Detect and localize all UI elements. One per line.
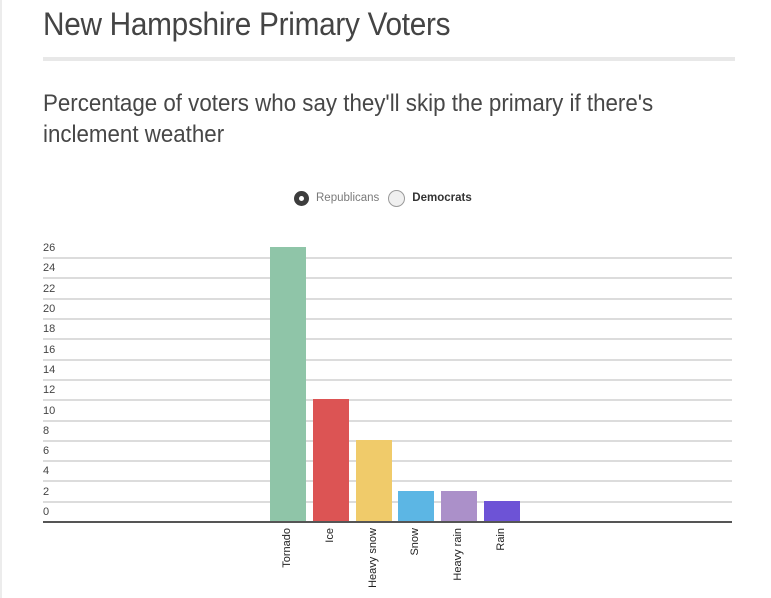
bar-rain[interactable] [484, 500, 520, 521]
gridline [43, 257, 732, 260]
y-tick-label: 4 [43, 465, 50, 478]
x-category-label: Rain [495, 528, 507, 551]
legend-label: Democrats [412, 192, 472, 204]
legend-item-democrats[interactable]: Democrats [388, 189, 472, 207]
bar-tornado[interactable] [270, 246, 306, 521]
y-tick-label: 24 [43, 262, 56, 275]
legend-label: Republicans [316, 192, 380, 204]
x-category-label: Tornado [281, 528, 293, 568]
y-tick-label: 12 [43, 384, 56, 397]
gridline [43, 277, 732, 280]
bar-heavy-snow[interactable] [355, 439, 392, 521]
x-category-label: Ice [323, 528, 336, 543]
y-tick-label: 14 [43, 363, 56, 376]
y-tick-label: 20 [43, 303, 56, 315]
bar-snow[interactable] [398, 490, 435, 521]
x-category-label: Heavy snow [366, 528, 379, 588]
gridline [43, 338, 732, 341]
page-title: New Hampshire Primary Voters [43, 6, 451, 42]
gridline [43, 297, 732, 300]
y-tick-label: 18 [43, 323, 56, 336]
y-tick-label: 16 [43, 343, 56, 356]
x-category-label: Snow [409, 528, 422, 556]
gridline [43, 358, 732, 361]
x-category-label: Heavy rain [452, 528, 465, 581]
gridline [43, 419, 732, 422]
title-divider [43, 57, 735, 61]
y-tick-label: 8 [43, 424, 50, 437]
radio-unselected-icon[interactable] [388, 189, 406, 207]
y-tick-label: 26 [43, 242, 56, 255]
legend-item-republicans[interactable]: Republicans [294, 190, 380, 206]
bar-ice[interactable] [312, 399, 349, 521]
gridline [43, 399, 732, 402]
left-border [0, 0, 2, 598]
bar-heavy-rain[interactable] [441, 490, 478, 521]
y-tick-label: 0 [43, 506, 50, 518]
chart-subtitle: Percentage of voters who say they'll ski… [43, 90, 654, 148]
y-tick-label: 6 [43, 445, 50, 458]
radio-selected-icon[interactable] [294, 190, 309, 206]
y-tick-label: 2 [43, 485, 50, 498]
y-tick-label: 10 [43, 404, 56, 417]
gridline [43, 378, 732, 381]
series-legend: Republicans Democrats [294, 189, 481, 207]
gridline [43, 318, 732, 320]
x-axis-baseline [43, 521, 732, 523]
y-tick-label: 22 [43, 282, 56, 295]
